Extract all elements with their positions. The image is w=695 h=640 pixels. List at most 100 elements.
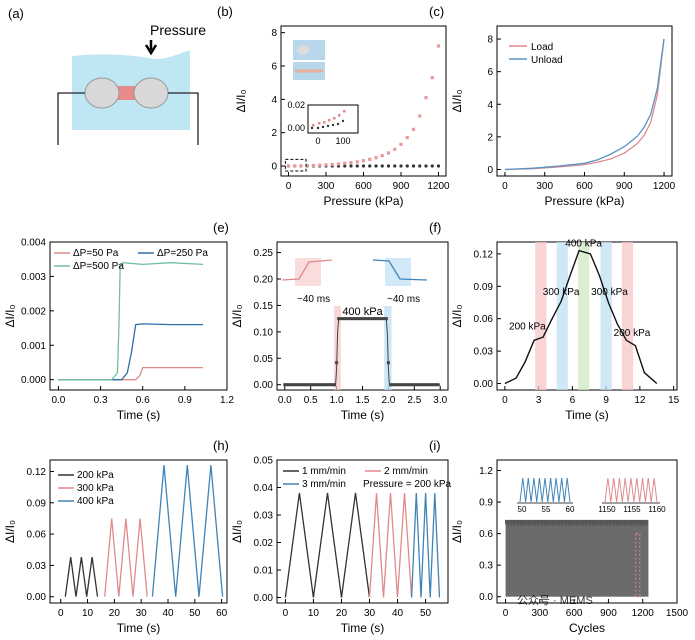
data-point [355, 317, 359, 321]
panel-label: (b) [217, 4, 233, 19]
inset-tick-label: 0 [315, 136, 320, 146]
x-tick-label: 1.2 [220, 395, 234, 406]
pressure-note: Pressure = 200 kPa [363, 479, 452, 490]
inset-oscillation [519, 477, 571, 503]
inset-tick-label: 60 [566, 505, 575, 514]
data-point [306, 383, 310, 387]
x-tick-label: 1.5 [356, 395, 370, 406]
data-point [403, 383, 407, 387]
data-point-pink [430, 76, 434, 80]
y-tick-label: 0 [271, 162, 277, 173]
series-line [151, 465, 224, 597]
legend-label: 1 mm/min [302, 466, 346, 477]
left-wire [57, 92, 85, 145]
data-point [308, 383, 312, 387]
data-point-pink [305, 164, 309, 168]
stage-annotation: 400 kPa [565, 238, 602, 249]
data-point-pink [436, 44, 441, 48]
y-tick-label: 2 [271, 128, 277, 139]
data-point [287, 383, 291, 387]
data-point [328, 383, 332, 387]
panel-c: 0 300 600 900 1200 0 2 4 6 8 Pressure (kPa) ΔI/I₀ (c… [429, 4, 676, 208]
series-line [58, 323, 204, 381]
x-tick-label: 300 [536, 181, 553, 192]
data-point [283, 383, 287, 387]
data-point [345, 317, 349, 321]
data-point [382, 317, 386, 321]
x-tick-label: 1.0 [330, 395, 344, 406]
rise-inset-curve [281, 259, 333, 281]
fall-inset-curve [372, 259, 428, 281]
plot-frame [49, 459, 228, 604]
series-line [504, 249, 658, 385]
y-tick-label: 0.06 [27, 530, 47, 541]
y-tick-label: 8 [487, 35, 493, 46]
y-tick-label: 0.05 [254, 354, 274, 365]
cycle-envelope [505, 519, 649, 597]
data-point-pink [349, 161, 353, 165]
y-tick-label: 8 [271, 28, 277, 39]
x-tick-label: 50 [189, 608, 201, 619]
series-line [368, 492, 413, 598]
data-point [310, 383, 314, 387]
data-point [372, 317, 376, 321]
x-tick-label: 15 [668, 395, 680, 406]
data-point-dark [430, 164, 434, 168]
legend-label: Load [531, 42, 553, 53]
rise-time-label: ~40 ms [297, 294, 330, 305]
y-tick-label: 0.0 [479, 592, 493, 603]
data-point [318, 383, 322, 387]
data-point-dark [349, 164, 353, 168]
x-tick-label: 3 [536, 395, 542, 406]
pressure-annotation: 400 kPa [342, 306, 383, 318]
x-tick-label: 60 [216, 608, 228, 619]
data-point [428, 383, 432, 387]
stage-band [621, 242, 634, 390]
x-tick-label: 30 [136, 608, 148, 619]
y-tick-label: 2 [487, 132, 493, 143]
panel-h: 0 10 20 30 40 50 0.00 0.01 0.02 0.03 0.04 0.05 Time … [213, 438, 452, 635]
legend-label: 2 mm/min [384, 466, 428, 477]
plot-frame [496, 25, 673, 177]
x-tick-label: 40 [392, 608, 404, 619]
panel-d: 0.0 0.3 0.6 0.9 1.2 0.000 0.001 0.002 0.003 0.004… [3, 238, 234, 423]
left-electrode [84, 77, 120, 109]
plot-frame [496, 459, 678, 604]
x-tick-label: 300 [318, 181, 335, 192]
data-point [436, 383, 440, 387]
inset-point-pink [318, 122, 321, 125]
y-axis-label: ΔI/I₀ [230, 304, 244, 327]
y-axis-label: ΔI/I₀ [450, 520, 464, 543]
data-point [432, 383, 436, 387]
data-point [293, 383, 297, 387]
x-axis-label: Time (s) [565, 408, 609, 422]
y-tick-label: 0.02 [254, 538, 274, 549]
legend-label: ΔP=500 Pa [73, 261, 124, 272]
data-point-dark [343, 164, 347, 168]
x-tick-label: 1500 [666, 608, 689, 619]
panel-label: (e) [213, 220, 229, 235]
data-point [368, 317, 372, 321]
data-point-pink [393, 147, 397, 151]
legend-label: Unload [531, 55, 563, 66]
inset-oscillation [604, 477, 658, 503]
y-tick-label: 0.10 [254, 327, 274, 338]
pressure-arrow-icon [144, 40, 158, 56]
x-tick-label: 3.0 [433, 395, 447, 406]
series-line [504, 38, 665, 171]
stage-band [556, 242, 568, 390]
y-tick-label: 0.12 [27, 467, 47, 478]
data-point [322, 383, 326, 387]
y-tick-label: 4 [271, 95, 277, 106]
legend-label: 300 kPa [77, 483, 114, 494]
inset-tick-label: 0.02 [287, 100, 305, 110]
x-tick-label: 6 [570, 395, 576, 406]
x-axis-label: Time (s) [117, 621, 161, 635]
series-line [284, 492, 371, 598]
y-axis-label: ΔI/I₀ [3, 304, 17, 327]
data-point [420, 383, 424, 387]
panel-label: (a) [8, 6, 24, 21]
y-tick-label: 0.6 [479, 529, 493, 540]
data-point-dark [355, 164, 359, 168]
fall-time-label: ~40 ms [387, 294, 420, 305]
